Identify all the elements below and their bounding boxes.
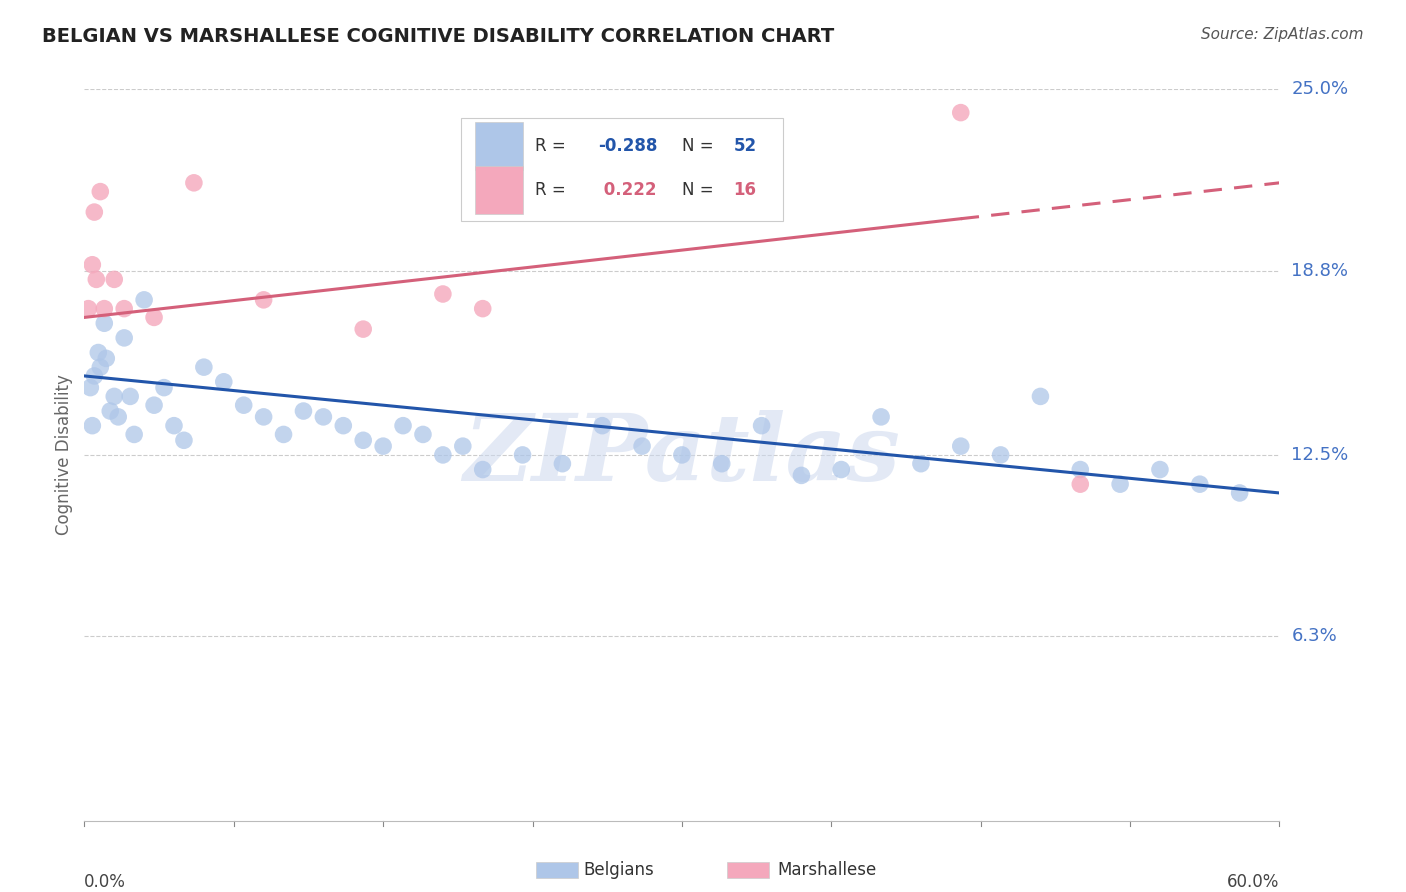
Point [830,462,852,476]
Point [87,345,110,359]
Text: R =: R = [534,137,571,155]
Point [671,448,693,462]
Point [193,360,215,375]
Point [96,351,118,366]
Text: Marshallese: Marshallese [778,861,877,879]
Point [392,418,415,433]
Y-axis label: Cognitive Disability: Cognitive Disability [55,375,73,535]
Point [451,439,474,453]
Text: Source: ZipAtlas.com: Source: ZipAtlas.com [1201,27,1364,42]
Point [98,404,121,418]
Point [79,381,101,395]
Point [512,448,534,462]
Point [107,409,129,424]
Text: 18.8%: 18.8% [1292,261,1348,279]
Text: BELGIAN VS MARSHALLESE COGNITIVE DISABILITY CORRELATION CHART: BELGIAN VS MARSHALLESE COGNITIVE DISABIL… [42,27,834,45]
Point [163,418,186,433]
Point [1188,477,1211,491]
Text: 6.3%: 6.3% [1292,627,1337,645]
Point [273,427,295,442]
Point [352,434,374,448]
Point [471,462,494,476]
Point [143,398,166,412]
Point [870,409,893,424]
Text: 16: 16 [734,181,756,199]
Point [83,368,105,383]
Text: 12.5%: 12.5% [1292,446,1348,464]
Point [103,389,125,403]
Point [83,205,105,219]
Point [790,468,813,483]
Point [1029,389,1052,403]
Point [352,322,374,336]
Point [432,287,454,301]
Point [292,404,315,418]
Point [551,457,574,471]
Text: N =: N = [682,137,718,155]
Text: 25.0%: 25.0% [1292,80,1348,98]
Point [89,185,111,199]
Text: N =: N = [682,181,718,199]
Point [373,439,395,453]
Point [910,457,932,471]
Point [949,105,972,120]
Point [332,418,354,433]
Point [412,427,434,442]
Text: 0.222: 0.222 [599,181,657,199]
Point [122,427,145,442]
Text: R =: R = [534,181,571,199]
Point [253,409,276,424]
Point [112,331,135,345]
Point [173,434,195,448]
Point [77,301,100,316]
Point [949,439,972,453]
Text: Belgians: Belgians [583,861,654,879]
Point [86,272,108,286]
Point [1229,486,1251,500]
Point [751,418,773,433]
Point [432,448,454,462]
Text: ZIPatlas: ZIPatlas [464,410,900,500]
Point [1109,477,1132,491]
Point [89,360,111,375]
Point [1149,462,1171,476]
Point [93,301,115,316]
Point [112,301,135,316]
Point [82,258,104,272]
Text: 0.0%: 0.0% [84,873,127,891]
FancyBboxPatch shape [475,167,523,214]
Text: -0.288: -0.288 [599,137,658,155]
Point [103,272,125,286]
Point [631,439,654,453]
Point [82,418,104,433]
Point [990,448,1012,462]
Point [232,398,254,412]
Text: 60.0%: 60.0% [1227,873,1279,891]
Point [183,176,205,190]
Point [93,316,115,330]
Point [1069,462,1091,476]
Point [120,389,142,403]
Point [153,381,176,395]
Point [1069,477,1091,491]
Point [710,457,733,471]
Point [312,409,335,424]
Point [132,293,156,307]
Point [212,375,235,389]
Point [143,310,166,325]
FancyBboxPatch shape [475,122,523,170]
Point [253,293,276,307]
Point [591,418,613,433]
Point [471,301,494,316]
FancyBboxPatch shape [461,119,783,221]
Text: 52: 52 [734,137,756,155]
